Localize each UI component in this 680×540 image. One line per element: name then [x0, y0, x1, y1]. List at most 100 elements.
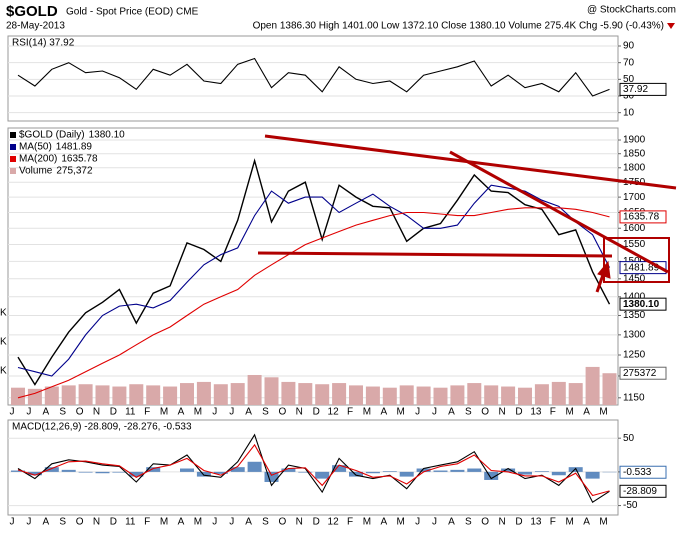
x-tick-label: S [262, 407, 269, 418]
x-tick-label: S [465, 407, 472, 418]
x-tick-label: O [279, 517, 287, 528]
legend-swatch [10, 132, 16, 138]
volume-bar [281, 382, 295, 405]
x-tick-label: 13 [530, 517, 542, 528]
volume-bar [62, 385, 76, 405]
y-tick-label: 1700 [623, 192, 646, 203]
y-tick-label: 10 [623, 107, 635, 118]
x-tick-label: J [415, 407, 420, 418]
x-tick-label: J [10, 407, 15, 418]
volume-bar [484, 385, 498, 405]
y-tick-label: 90 [623, 41, 635, 52]
x-tick-label: A [42, 407, 49, 418]
volume-bar [467, 383, 481, 405]
x-tick-label: A [448, 407, 455, 418]
volume-bar [434, 388, 448, 405]
x-tick-label: J [229, 517, 234, 528]
legend-value: 1481.89 [56, 142, 93, 153]
y-tick-label: 1350 [623, 310, 646, 321]
histogram-bar [552, 472, 566, 475]
x-tick-label: S [465, 517, 472, 528]
volume-bar [231, 383, 245, 405]
x-tick-label: O [481, 407, 489, 418]
x-tick-label: A [380, 407, 387, 418]
x-tick-label: A [380, 517, 387, 528]
x-tick-label: A [448, 517, 455, 528]
legend-swatch [10, 156, 16, 162]
volume-tick-label: K [0, 308, 7, 319]
x-tick-label: O [76, 517, 84, 528]
x-tick-label: J [432, 407, 437, 418]
x-tick-label: N [93, 407, 100, 418]
volume-tick-label: K [0, 366, 7, 377]
volume-bar [535, 384, 549, 405]
volume-bar [400, 385, 414, 405]
x-tick-label: F [550, 517, 556, 528]
source: @ StockCharts.com [587, 5, 676, 16]
histogram-bar [96, 472, 110, 473]
histogram-bar [535, 471, 549, 472]
x-tick-label: A [245, 407, 252, 418]
panel-title: MACD(12,26,9) -28.809, -28.276, -0.533 [12, 422, 192, 433]
volume-bar [501, 387, 515, 405]
x-tick-label: 11 [125, 407, 136, 418]
x-tick-label: S [59, 517, 66, 528]
date: 28-May-2013 [6, 21, 65, 32]
volume-bar [603, 373, 617, 405]
histogram-bar [112, 472, 126, 473]
quote: Open 1386.30 High 1401.00 Low 1372.10 Cl… [253, 21, 664, 32]
x-tick-label: A [178, 517, 185, 528]
volume-tick-label: K [0, 337, 7, 348]
histogram-bar [434, 471, 448, 472]
volume-bar [112, 387, 126, 405]
histogram-bar [467, 469, 481, 472]
volume-bar [586, 367, 600, 405]
x-tick-label: N [498, 517, 505, 528]
volume-bar [265, 377, 279, 405]
x-tick-label: J [415, 517, 420, 528]
y-tick-label: 1150 [623, 392, 645, 403]
x-tick-label: N [93, 517, 100, 528]
y-tick-label: 1850 [623, 148, 646, 159]
volume-bar [349, 385, 363, 405]
volume-bar [180, 383, 194, 405]
volume-bar [315, 384, 329, 405]
x-tick-label: A [42, 517, 49, 528]
y-tick-label: 1600 [623, 223, 646, 234]
x-tick-label: 11 [125, 517, 136, 528]
x-tick-label: J [212, 517, 217, 528]
legend-swatch [10, 144, 16, 150]
volume-bar [163, 387, 177, 405]
y-tick-label: -50 [623, 500, 638, 511]
volume-bar [197, 382, 211, 405]
x-tick-label: M [363, 407, 371, 418]
histogram-bar [180, 469, 194, 472]
histogram-bar [366, 472, 380, 473]
x-tick-label: M [160, 407, 168, 418]
x-tick-label: M [160, 517, 168, 528]
x-tick-label: M [397, 517, 405, 528]
x-tick-label: J [229, 407, 234, 418]
legend-swatch [10, 168, 16, 174]
histogram-bar [248, 462, 262, 472]
x-tick-label: D [515, 407, 522, 418]
x-tick-label: F [347, 517, 353, 528]
x-tick-label: A [178, 407, 185, 418]
y-tick-label: 1900 [623, 135, 646, 146]
volume-bar [569, 383, 583, 405]
x-tick-label: O [279, 407, 287, 418]
volume-bar [417, 387, 431, 405]
x-tick-label: J [432, 517, 437, 528]
x-tick-label: M [194, 407, 202, 418]
legend-value: 275,372 [56, 166, 93, 177]
value-tag-label: 1635.78 [623, 212, 660, 223]
x-tick-label: F [144, 517, 150, 528]
volume-bar [383, 388, 397, 405]
x-tick-label: D [515, 517, 522, 528]
x-tick-label: D [313, 407, 320, 418]
x-tick-label: M [566, 517, 574, 528]
y-tick-label: 70 [623, 57, 635, 68]
x-tick-label: D [110, 517, 117, 528]
volume-bar [450, 385, 464, 405]
